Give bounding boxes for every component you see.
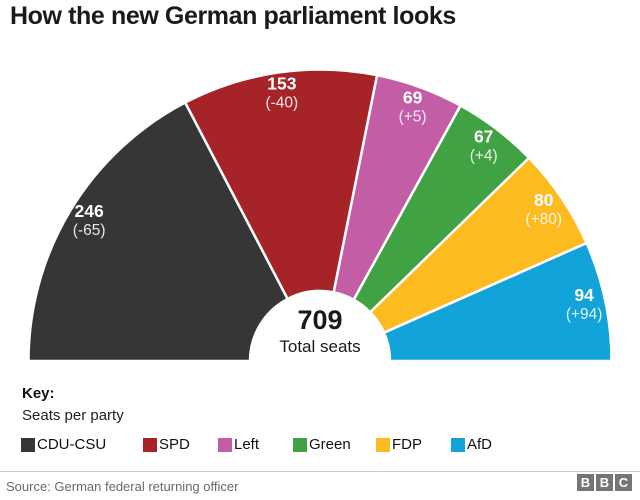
bbc-logo-letter: B <box>577 474 594 491</box>
legend-label-afd: AfD <box>467 436 493 453</box>
slice-label-green: 67 (+4) <box>470 126 498 164</box>
legend-label-green: Green <box>309 436 351 453</box>
legend-swatch-afd <box>451 437 465 452</box>
slice-label-afd: 94 (+94) <box>566 285 603 323</box>
legend: CDU-CSU SPD Left Green FDP AfD <box>0 436 640 454</box>
key-subtitle: Seats per party <box>22 407 124 424</box>
legend-swatch-left <box>218 437 232 452</box>
hemicycle-chart: 246 (-65) 153 (-40) 69 (+5) 67 (+4) 80 (+80) 94 (+9… <box>27 68 613 363</box>
legend-swatch-spd <box>143 437 157 452</box>
legend-swatch-green <box>293 437 307 452</box>
slice-afd <box>382 241 613 363</box>
footer-divider <box>0 471 640 472</box>
legend-item-fdp: FDP <box>376 436 422 453</box>
slice-label-spd: 153 (-40) <box>265 74 298 112</box>
legend-item-spd: SPD <box>143 436 190 453</box>
total-seats-block: 709 Total seats <box>220 305 420 357</box>
slice-cdu-csu <box>27 101 289 363</box>
total-seats-value: 709 <box>297 305 343 335</box>
bbc-logo-letter: B <box>596 474 613 491</box>
key-title: Key: <box>22 385 55 402</box>
source-text: Source: German federal returning officer <box>6 479 239 494</box>
legend-item-afd: AfD <box>451 436 492 453</box>
slice-label-cdu-csu: 246 (-65) <box>73 201 106 239</box>
legend-label-spd: SPD <box>159 436 190 453</box>
legend-swatch-cdu-csu <box>21 437 35 452</box>
legend-item-green: Green <box>293 436 351 453</box>
legend-item-left: Left <box>218 436 259 453</box>
slice-label-left: 69 (+5) <box>399 87 427 125</box>
legend-label-fdp: FDP <box>392 436 422 453</box>
page-title: How the new German parliament looks <box>10 2 456 30</box>
legend-label-cdu-csu: CDU-CSU <box>37 436 107 453</box>
slice-label-fdp: 80 (+80) <box>525 190 562 228</box>
total-seats-caption: Total seats <box>279 336 361 356</box>
bbc-logo-letter: C <box>615 474 632 491</box>
legend-label-left: Left <box>234 436 260 453</box>
legend-item-cdu-csu: CDU-CSU <box>21 436 106 453</box>
slice-spd <box>183 68 379 301</box>
legend-swatch-fdp <box>376 437 390 452</box>
